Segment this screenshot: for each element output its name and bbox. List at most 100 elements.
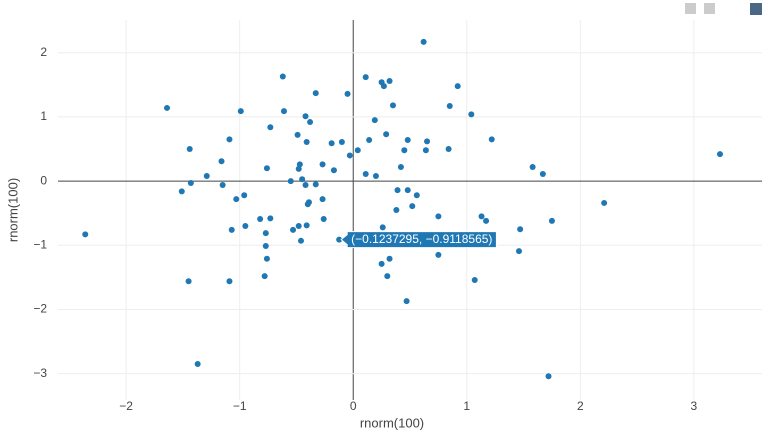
point — [267, 124, 274, 131]
point — [203, 172, 210, 179]
point — [336, 236, 343, 243]
point — [366, 137, 373, 144]
point — [295, 165, 302, 172]
point — [287, 178, 294, 185]
point — [299, 176, 306, 183]
point — [346, 152, 353, 159]
point — [338, 138, 345, 145]
hover-label: (−0.1237295, −0.9118565) — [340, 231, 497, 249]
y-tick-label: −2 — [33, 302, 47, 316]
point — [422, 147, 429, 154]
point — [290, 226, 297, 233]
zoom-in-button[interactable] — [685, 3, 696, 14]
x-tick-label: 2 — [577, 399, 584, 413]
point — [404, 137, 411, 144]
point — [237, 108, 244, 115]
point — [394, 187, 401, 194]
point — [379, 224, 386, 231]
point — [241, 192, 248, 199]
point — [446, 103, 453, 110]
point — [319, 161, 326, 168]
point — [218, 158, 225, 165]
point — [454, 83, 461, 90]
point — [194, 361, 201, 368]
x-tick-label: 1 — [463, 399, 470, 413]
y-tick-label: −1 — [33, 237, 47, 251]
point — [312, 90, 319, 97]
y-axis-title: rnorm(100) — [5, 178, 20, 242]
point — [303, 222, 310, 229]
point — [488, 136, 495, 143]
point — [164, 104, 171, 111]
point — [295, 223, 302, 230]
point — [226, 136, 233, 143]
x-axis-title: rnorm(100) — [360, 415, 424, 430]
point — [344, 90, 351, 97]
y-tick-label: 0 — [40, 173, 47, 187]
point — [178, 188, 185, 195]
point — [263, 165, 270, 172]
zoom-out-button[interactable] — [704, 3, 715, 14]
point — [516, 248, 523, 255]
point — [471, 276, 478, 283]
y-tick-label: −3 — [33, 366, 47, 380]
point — [389, 102, 396, 109]
point — [262, 230, 269, 237]
point — [372, 172, 379, 179]
point — [601, 199, 608, 206]
x-tick-label: 3 — [691, 399, 698, 413]
point — [378, 260, 385, 267]
plotly-logo-button[interactable] — [750, 3, 762, 15]
point — [294, 131, 301, 138]
point — [279, 73, 286, 80]
point — [403, 298, 410, 305]
point — [404, 187, 411, 194]
point — [371, 117, 378, 124]
hover-text: (−0.1237295, −0.9118565) — [351, 232, 492, 246]
point — [233, 196, 240, 203]
y-tick-label: 2 — [40, 45, 47, 59]
point — [257, 215, 264, 222]
x-tick-label: −1 — [233, 399, 247, 413]
point — [397, 163, 404, 170]
x-tick-label: −2 — [119, 399, 133, 413]
point — [420, 38, 427, 45]
point — [386, 255, 393, 262]
point — [242, 223, 249, 230]
point — [280, 108, 287, 115]
point — [228, 226, 235, 233]
point — [716, 151, 723, 158]
y-tick-label: 1 — [40, 109, 47, 123]
point — [401, 147, 408, 154]
point — [383, 131, 390, 138]
point — [186, 146, 193, 153]
point — [262, 242, 269, 249]
point — [539, 171, 546, 178]
point — [312, 181, 319, 188]
point — [354, 147, 361, 154]
point — [261, 273, 268, 280]
point — [320, 215, 327, 222]
point — [304, 201, 311, 208]
point — [393, 207, 400, 213]
point — [409, 203, 416, 210]
modebar — [685, 3, 762, 15]
point — [297, 237, 304, 244]
point — [517, 226, 524, 233]
point — [362, 74, 369, 81]
point — [330, 167, 337, 174]
point — [328, 140, 335, 147]
point — [185, 278, 192, 285]
point — [548, 217, 555, 224]
point — [380, 83, 387, 90]
point — [82, 231, 89, 238]
point — [219, 181, 226, 188]
point — [435, 213, 442, 220]
point — [187, 180, 194, 187]
point — [307, 119, 314, 126]
point — [296, 161, 303, 168]
point — [226, 278, 233, 285]
x-tick-label: 0 — [350, 399, 357, 413]
